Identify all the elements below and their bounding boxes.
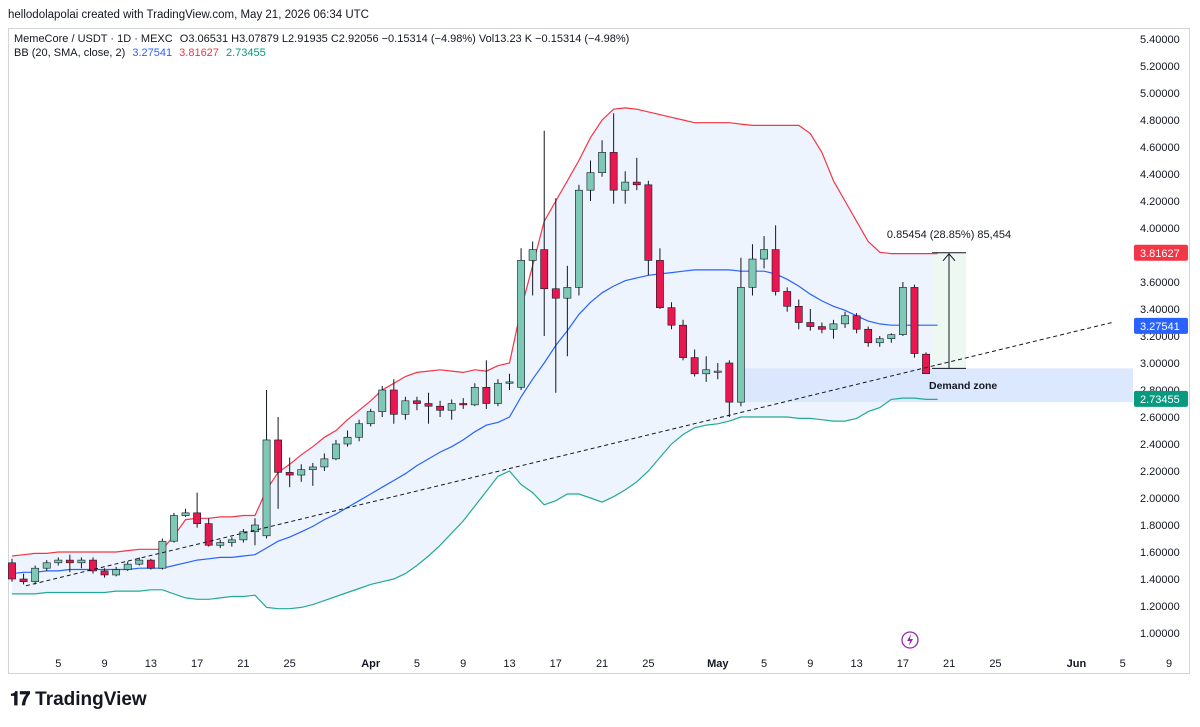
header-attribution: hellodolapolai created with TradingView.… [8,9,369,21]
bb-label[interactable]: BB (20, SMA, close, 2) [14,47,126,59]
ohlc-values: O3.06531 H3.07879 L2.91935 C2.92056 −0.1… [179,33,630,45]
tradingview-logo-icon: 𝟏𝟕 [10,689,30,710]
symbol-legend: MemeCore / USDT · 1D · MEXC O3.06531 H3.… [14,33,633,45]
chart-frame [8,28,1190,674]
bb-lower-value: 2.73455 [225,47,266,59]
tradingview-logo[interactable]: 𝟏𝟕 TradingView [10,689,147,711]
bb-legend: BB (20, SMA, close, 2) 3.27541 3.81627 2… [14,47,270,59]
bb-basis-value: 3.27541 [132,47,173,59]
symbol-name[interactable]: MemeCore / USDT · 1D · MEXC [14,33,173,45]
tradingview-logo-text: TradingView [35,689,147,710]
bb-upper-value: 3.81627 [179,47,219,59]
